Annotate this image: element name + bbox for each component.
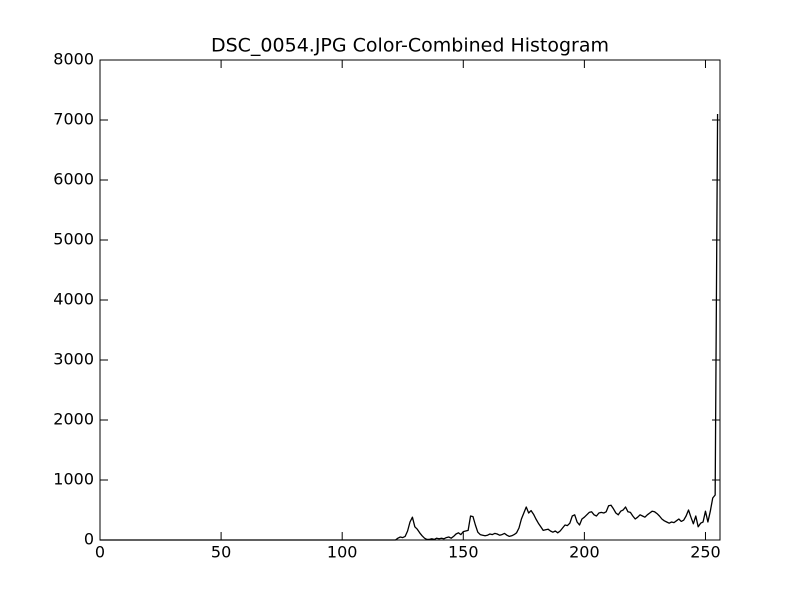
chart-title: DSC_0054.JPG Color-Combined Histogram [211,35,609,57]
x-tick-label: 0 [95,543,105,562]
y-tick-label: 8000 [53,50,94,69]
x-tick-label: 200 [569,543,600,562]
y-tick-label: 5000 [53,230,94,249]
plot-frame [99,59,721,541]
x-tick-label: 100 [327,543,358,562]
y-tick-label: 7000 [53,110,94,129]
y-tick-label: 1000 [53,470,94,489]
x-tick-label: 250 [690,543,721,562]
y-tick-label: 4000 [53,290,94,309]
x-tick-label: 150 [448,543,479,562]
x-tick-label: 50 [211,543,231,562]
y-tick-label: 6000 [53,170,94,189]
y-tick-label: 0 [84,530,94,549]
y-tick-label: 2000 [53,410,94,429]
y-tick-label: 3000 [53,350,94,369]
